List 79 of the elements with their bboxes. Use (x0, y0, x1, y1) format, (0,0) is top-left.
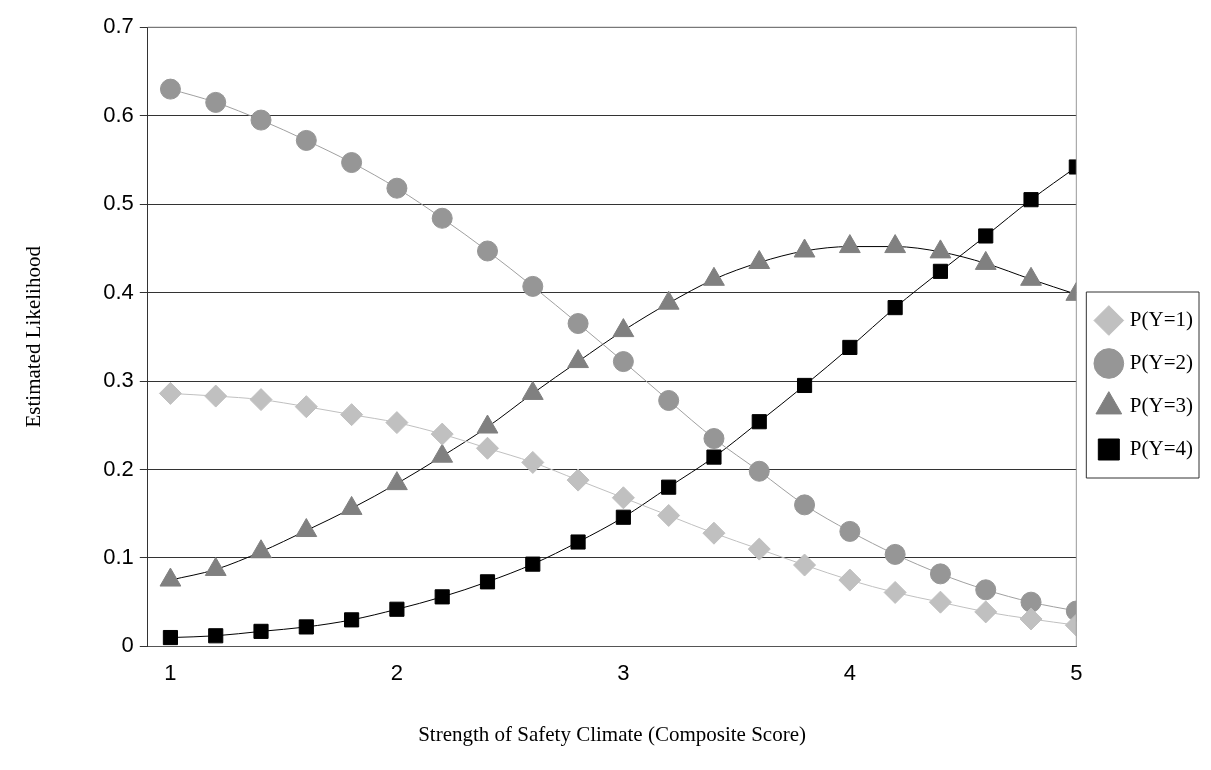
point (475, 436, 499, 460)
point (521, 450, 545, 474)
legend-label: P(Y=1) (1129, 307, 1194, 332)
point (434, 589, 450, 605)
x-axis-title: Strength of Safety Climate (Composite Score) (418, 721, 806, 746)
point (385, 411, 409, 435)
point (929, 563, 951, 585)
point (389, 601, 405, 617)
point (748, 460, 770, 482)
point (657, 503, 681, 527)
point (204, 384, 228, 408)
point (611, 486, 635, 510)
point (341, 152, 363, 174)
point (1023, 192, 1039, 208)
y-tick-label: 0.7 (103, 13, 134, 39)
point (751, 414, 767, 430)
point (1019, 607, 1043, 631)
point (159, 78, 181, 100)
point (612, 351, 634, 373)
legend-label: P(Y=3) (1129, 393, 1194, 418)
x-tick-label: 3 (617, 659, 630, 685)
point (567, 313, 589, 335)
point (842, 339, 858, 355)
point (295, 129, 317, 151)
point (525, 556, 541, 572)
point (479, 574, 496, 590)
legend-label: P(Y=2) (1129, 350, 1194, 375)
point (344, 612, 360, 628)
point (208, 628, 224, 644)
point (431, 207, 453, 229)
point (430, 422, 454, 446)
point (522, 275, 544, 297)
point (162, 629, 178, 646)
point (661, 479, 677, 495)
point (158, 381, 182, 405)
point (476, 240, 498, 262)
x-tick-label: 4 (843, 659, 856, 685)
y-tick-label: 0.5 (103, 190, 134, 216)
point (974, 600, 998, 624)
legend-label: P(Y=4) (1129, 436, 1194, 461)
y-tick-label: 0.4 (103, 278, 134, 304)
point (386, 177, 408, 199)
point (253, 623, 269, 639)
point (839, 520, 861, 542)
point (794, 494, 816, 516)
point (702, 521, 726, 545)
point (205, 91, 227, 113)
y-tick-label: 0.3 (103, 367, 134, 393)
point (796, 377, 813, 394)
point (838, 568, 862, 592)
point (928, 590, 952, 614)
point (706, 449, 722, 465)
x-tick-label: 1 (164, 659, 177, 685)
point (250, 109, 272, 131)
point (298, 619, 314, 635)
x-tick-label: 5 (1070, 659, 1083, 685)
point (884, 543, 906, 565)
point (1020, 591, 1042, 613)
y-tick-label: 0.2 (103, 455, 134, 481)
point (294, 395, 318, 419)
y-tick-label: 0.6 (103, 101, 134, 127)
point (566, 468, 590, 492)
point (887, 300, 903, 316)
point (747, 537, 771, 561)
point (570, 534, 586, 550)
point (615, 509, 631, 525)
y-tick-label: 0 (121, 632, 134, 658)
point (978, 228, 994, 244)
y-tick-label: 0.1 (103, 544, 134, 570)
point (658, 389, 680, 411)
point (249, 388, 273, 412)
point (932, 263, 949, 279)
point (975, 579, 997, 601)
point (883, 580, 907, 604)
y-axis-title: Estimated Likelihood (21, 245, 46, 428)
point (793, 553, 817, 577)
x-tick-label: 2 (390, 659, 404, 685)
point (703, 428, 725, 450)
point (340, 403, 364, 427)
